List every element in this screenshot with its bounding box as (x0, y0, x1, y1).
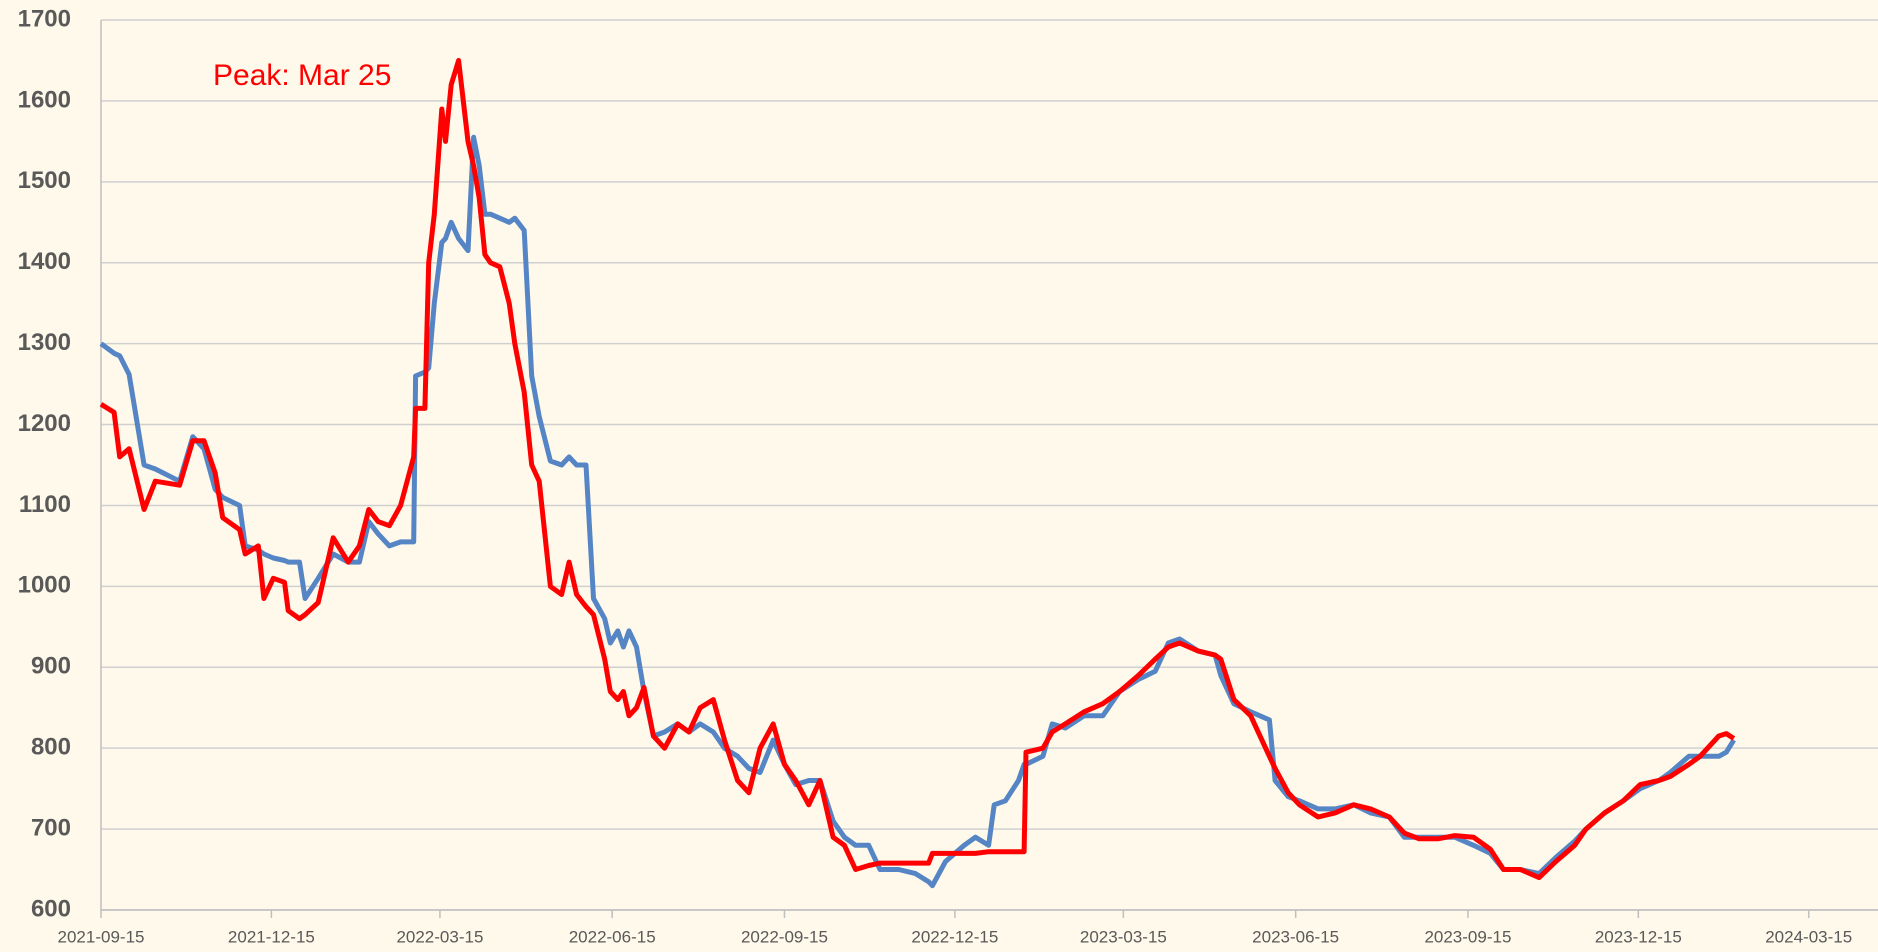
x-tick-label: 2023-09-15 (1424, 927, 1511, 946)
y-tick-label: 1600 (18, 86, 71, 113)
series-line (99, 58, 1736, 881)
y-tick-label: 700 (31, 814, 71, 841)
y-tick-label: 600 (31, 895, 71, 922)
y-tick-label: 1100 (19, 491, 71, 518)
y-tick-label: 800 (31, 734, 71, 761)
x-tick-label: 2022-06-15 (569, 927, 656, 946)
x-tick-label: 2021-12-15 (228, 927, 315, 946)
y-tick-label: 1000 (18, 572, 71, 599)
x-tick-label: 2023-12-15 (1595, 927, 1682, 946)
y-tick-label: 900 (31, 653, 71, 680)
y-tick-label: 1300 (18, 329, 71, 356)
annotation: Peak: Mar 25 (213, 59, 391, 92)
y-tick-label: 1500 (18, 167, 71, 194)
x-tick-label: 2021-09-15 (58, 927, 145, 946)
x-tick-label: 2023-03-15 (1080, 927, 1167, 946)
x-tick-label: 2022-12-15 (911, 927, 998, 946)
x-tick-label: 2024-03-15 (1765, 927, 1852, 946)
x-tick-label: 2023-06-15 (1252, 927, 1339, 946)
y-tick-label: 1400 (18, 248, 71, 275)
y-tick-label: 1200 (18, 410, 71, 437)
x-tick-label: 2022-03-15 (396, 927, 483, 946)
x-tick-label: 2022-09-15 (741, 927, 828, 946)
y-tick-label: 1700 (18, 5, 71, 32)
